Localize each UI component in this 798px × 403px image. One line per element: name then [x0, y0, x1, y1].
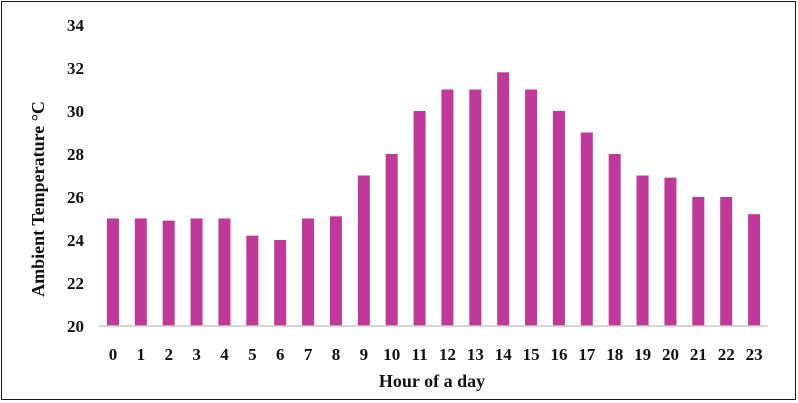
bar [525, 89, 538, 326]
x-tick-label: 14 [495, 345, 513, 364]
bar [385, 154, 398, 326]
x-tick-label: 21 [690, 345, 707, 364]
x-tick-label: 22 [718, 345, 735, 364]
bar [357, 175, 370, 326]
x-tick-label: 17 [578, 345, 596, 364]
bar [469, 89, 482, 326]
bar [608, 154, 621, 326]
bar [636, 175, 649, 326]
y-tick-label: 30 [67, 102, 84, 121]
x-tick-label: 11 [412, 345, 428, 364]
bar [748, 214, 761, 326]
x-tick-label: 7 [304, 345, 313, 364]
y-tick-label: 28 [67, 145, 84, 164]
x-tick-label: 18 [606, 345, 623, 364]
x-tick-label: 10 [383, 345, 400, 364]
y-tick-label: 20 [67, 317, 84, 336]
x-tick-label: 4 [220, 345, 229, 364]
x-tick-label: 0 [109, 345, 118, 364]
x-tick-label: 2 [164, 345, 173, 364]
bar [692, 197, 705, 326]
bar [218, 218, 231, 326]
bar [664, 177, 677, 326]
y-tick-label: 32 [67, 59, 84, 78]
bar [134, 218, 147, 326]
y-tick-label: 34 [67, 16, 85, 35]
bar [274, 240, 287, 326]
x-axis-title: Hour of a day [379, 371, 485, 391]
x-tick-label: 6 [276, 345, 285, 364]
y-tick-label: 24 [67, 231, 85, 250]
x-tick-label: 13 [467, 345, 484, 364]
bar [580, 132, 593, 326]
bars [106, 72, 761, 326]
x-tick-label: 9 [360, 345, 369, 364]
bar [413, 111, 426, 326]
y-tick-label: 22 [67, 274, 84, 293]
bar [441, 89, 454, 326]
y-axis-title: Ambient Temperature °C [28, 101, 48, 297]
x-tick-label: 1 [137, 345, 146, 364]
x-tick-label: 16 [550, 345, 567, 364]
bar [246, 235, 259, 326]
y-tick-label: 26 [67, 188, 84, 207]
x-tick-label: 5 [248, 345, 257, 364]
y-axis-ticks: 20 22 24 26 28 30 32 34 [67, 16, 85, 336]
bar [106, 218, 119, 326]
x-tick-label: 12 [439, 345, 456, 364]
bar [720, 197, 733, 326]
x-tick-label: 15 [523, 345, 540, 364]
x-tick-label: 3 [192, 345, 201, 364]
x-tick-label: 8 [332, 345, 341, 364]
x-tick-label: 19 [634, 345, 651, 364]
bar [302, 218, 315, 326]
bar [497, 72, 510, 326]
bar [190, 218, 203, 326]
bar [552, 111, 565, 326]
x-tick-label: 20 [662, 345, 679, 364]
bar [329, 216, 342, 326]
x-tick-label: 23 [746, 345, 763, 364]
bar [162, 220, 175, 326]
x-axis-ticks: 0 1 2 3 4 5 6 7 8 9 10 11 12 13 14 15 16 17 18 19 20 21 22 23 [109, 345, 763, 364]
